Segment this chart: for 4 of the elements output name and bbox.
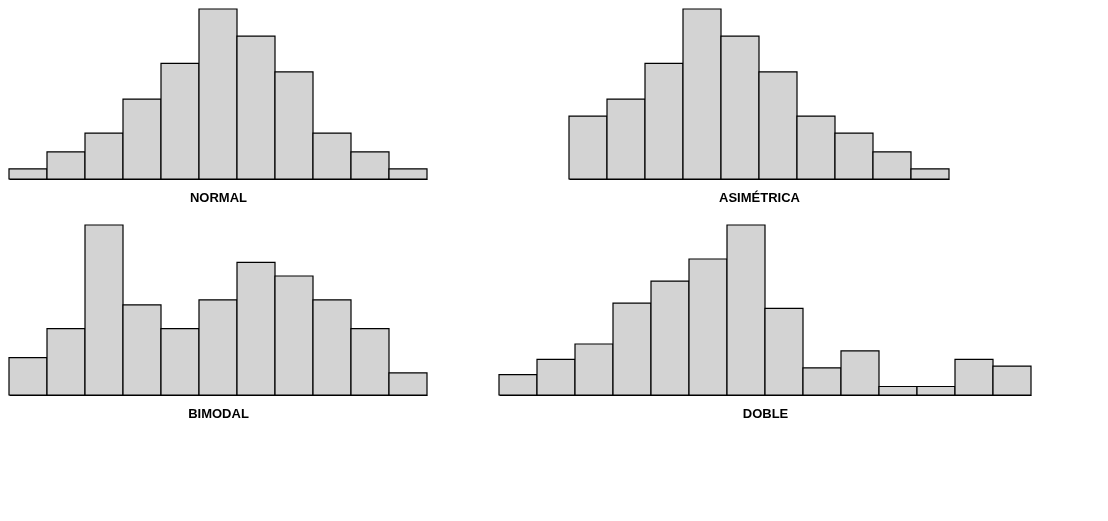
x-axis-title: BIMODAL [188,405,249,421]
x-axis-title: NORMAL [189,189,248,205]
x-axis-title: DOBLE [742,405,789,421]
x-axis-title: ASIMÉTRICA [719,189,801,205]
